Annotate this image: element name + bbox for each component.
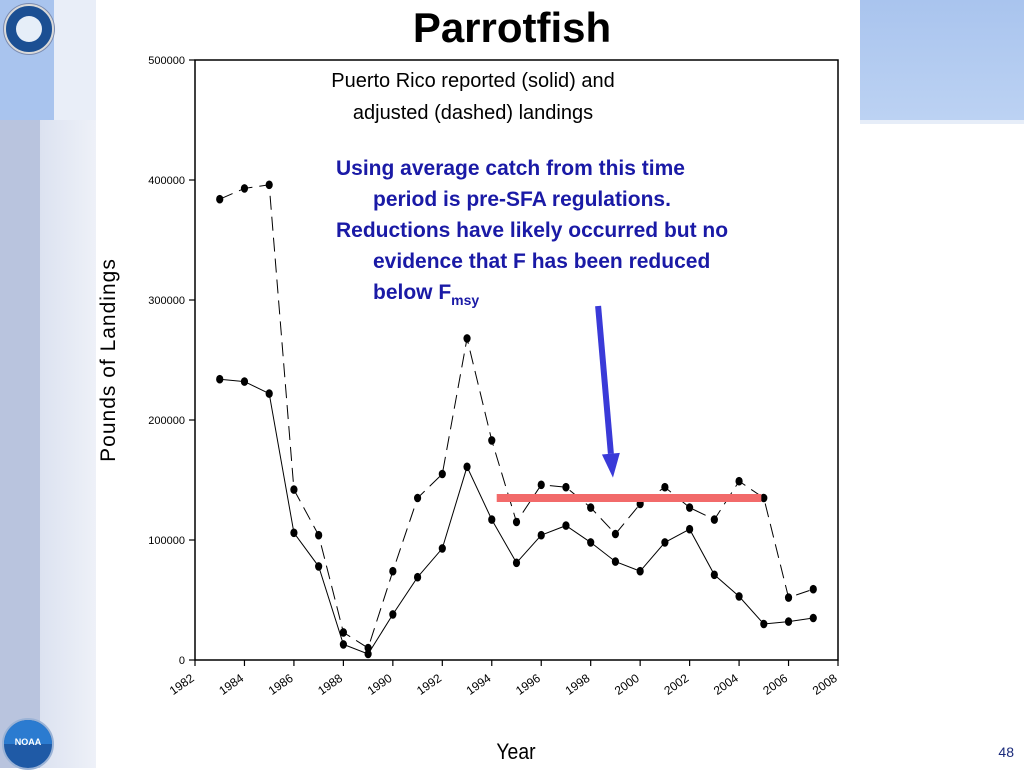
annotation-line-5-subscript: msy [451,292,479,308]
dashed-series-point [438,469,446,479]
dashed-series-point [512,517,521,527]
dashed-series-point [686,503,694,512]
x-tick-label: 2000 [612,671,642,698]
dashed-series-point [735,476,743,486]
top-right-decor-line [860,120,1024,124]
solid-series-point [512,558,521,568]
dashed-series-point [488,436,496,445]
left-decor-stripe [0,120,40,768]
y-tick-label: 100000 [148,535,185,547]
dashed-series-point [216,194,224,204]
solid-series-point [438,544,446,553]
pointer-arrow-head [601,452,620,478]
pointer-arrow-shaft [595,305,614,454]
page-number: 48 [998,744,1014,760]
solid-series-point [710,570,718,580]
dashed-series-point [760,493,768,503]
solid-series-point [661,538,669,547]
solid-series-point [364,649,372,659]
y-tick-label: 200000 [148,415,185,427]
annotation-line-2: period is pre-SFA regulations. [373,188,671,211]
noaa-logo-text: NOAA [14,737,42,747]
plot-area-frame [194,59,839,661]
dashed-series-point [240,184,249,193]
solid-series-point [686,524,694,534]
slide-title: Parrotfish [412,4,612,51]
noaa-logo-icon: NOAA [2,718,54,770]
solid-series-point [760,619,768,629]
top-left-decor-column [54,0,96,120]
x-tick-label: 1984 [216,671,246,698]
solid-series-point [587,538,595,547]
annotation-line-1: Using average catch from this time [336,157,685,180]
solid-series-point [537,530,545,540]
chart-title-line-1: Puerto Rico reported (solid) and [331,70,614,92]
x-tick-label: 1998 [563,671,593,698]
annotation-line-5-prefix: below F [373,281,451,304]
x-tick-label: 1994 [464,671,494,698]
x-axis-label: Year [496,740,535,764]
solid-series-point [463,462,471,472]
dashed-series-point [710,515,718,524]
x-tick-label: 2006 [760,671,790,698]
top-right-decor-block [860,0,1024,120]
dashed-series-point [611,529,620,539]
solid-series-point [784,617,793,626]
dept-of-commerce-seal-icon [4,4,54,54]
solid-series-point [488,515,496,524]
solid-series-point [315,562,323,571]
solid-series-point [636,566,644,576]
solid-series-point [735,592,743,601]
solid-series-point [413,572,422,582]
x-tick-label: 1988 [315,671,345,698]
solid-series-point [562,521,570,530]
solid-series-point [809,613,817,623]
dashed-series-point [364,643,372,653]
dashed-series-point [463,334,471,343]
solid-series-point [265,389,273,398]
dashed-series-point [290,485,298,494]
solid-series-point [290,528,298,538]
dashed-series-point [537,480,545,490]
annotation-line-4: evidence that F has been reduced [373,250,710,273]
solid-series-point [240,377,249,386]
dashed-series-point [413,493,422,503]
dashed-series-point [339,628,347,637]
dashed-series-point [784,593,793,602]
x-tick-label: 1986 [266,671,296,698]
x-tick-label: 1992 [414,671,444,698]
x-tick-label: 2008 [810,671,840,698]
y-tick-label: 0 [179,655,185,667]
solid-series-point [611,557,620,566]
dashed-series-point [389,566,397,576]
x-tick-label: 2002 [661,671,691,698]
dashed-series-point [562,482,570,492]
solid-series-point [216,374,224,384]
y-tick-label: 400000 [148,175,185,187]
dashed-series-point [809,584,817,594]
annotation-line-5: below Fmsy [373,281,479,308]
dashed-series-point [315,530,323,540]
y-tick-label: 300000 [148,295,185,307]
dashed-series-point [587,503,595,512]
solid-series-point [339,640,347,649]
x-tick-label: 2004 [711,671,741,698]
chart-title-line-2: adjusted (dashed) landings [353,102,593,124]
dashed-series-point [265,180,273,190]
y-axis-label: Pounds of Landings [97,258,120,462]
x-tick-label: 1996 [513,671,543,698]
y-tick-label: 500000 [148,55,185,67]
solid-series-point [389,610,397,619]
annotation-line-3: Reductions have likely occurred but no [336,219,728,242]
x-tick-label: 1982 [167,671,197,698]
x-tick-label: 1990 [365,671,395,698]
dashed-series-point [661,482,669,492]
